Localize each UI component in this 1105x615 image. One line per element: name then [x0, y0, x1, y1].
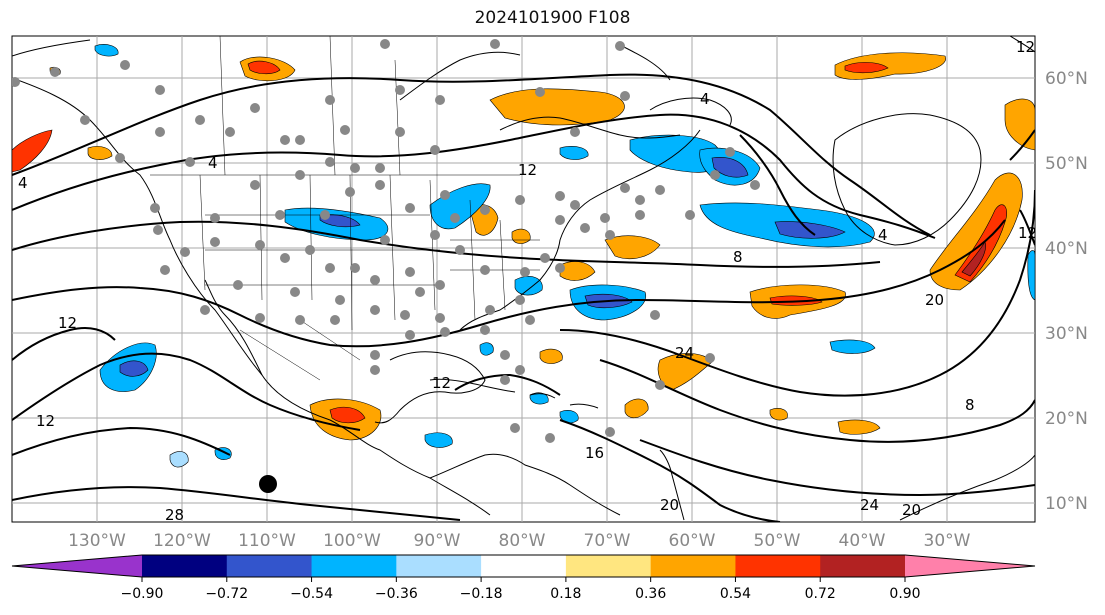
colorbar: −0.90 −0.72 −0.54 −0.36 −0.18 0.18 0.36 0.54 0.7… [11, 554, 1036, 602]
contour-labels: 4 4 4 4 8 8 12 12 12 20 20 24 24 28 16 1… [18, 38, 1037, 524]
colorbar-tick-label: 0.54 [720, 586, 751, 602]
map-title: 2024101900 F108 [474, 8, 631, 28]
svg-text:4: 4 [208, 154, 218, 172]
svg-text:8: 8 [733, 248, 743, 266]
svg-text:60°W: 60°W [669, 531, 716, 551]
colorbar-tick-label: −0.36 [375, 586, 418, 602]
svg-text:12: 12 [432, 374, 451, 392]
svg-text:120°W: 120°W [153, 531, 211, 551]
svg-text:50°W: 50°W [754, 531, 801, 551]
svg-text:20: 20 [925, 291, 944, 309]
svg-text:4: 4 [700, 90, 710, 108]
longitude-labels: 130°W 120°W 110°W 100°W 90°W 80°W 70°W 6… [68, 531, 971, 551]
svg-text:50°N: 50°N [1045, 154, 1088, 174]
svg-text:12: 12 [1018, 224, 1037, 242]
colorbar-tick-label: 0.36 [635, 586, 666, 602]
colorbar-segment [481, 555, 567, 577]
svg-text:20: 20 [660, 496, 679, 514]
svg-text:24: 24 [860, 496, 879, 514]
svg-text:70°W: 70°W [584, 531, 631, 551]
colorbar-segment [142, 555, 228, 577]
svg-text:40°W: 40°W [839, 531, 886, 551]
contour-lines [12, 73, 1035, 522]
svg-text:100°W: 100°W [323, 531, 381, 551]
svg-text:16: 16 [585, 444, 604, 462]
colorbar-segment [650, 555, 736, 577]
colorbar-segment [396, 555, 482, 577]
colorbar-segment [226, 555, 313, 577]
colorbar-under-triangle [12, 555, 142, 577]
colorbar-segment [565, 555, 652, 577]
colorbar-segment [311, 555, 397, 577]
svg-text:10°N: 10°N [1045, 494, 1088, 514]
colorbar-tick-label: 0.72 [805, 586, 836, 602]
black-marker [259, 475, 277, 493]
colorbar-tick-label: −0.72 [205, 586, 248, 602]
svg-text:40°N: 40°N [1045, 239, 1088, 259]
svg-text:20°N: 20°N [1045, 409, 1088, 429]
svg-text:8: 8 [965, 396, 975, 414]
colorbar-tick-label: −0.54 [290, 586, 333, 602]
svg-text:12: 12 [518, 161, 537, 179]
svg-text:24: 24 [675, 344, 694, 362]
svg-text:12: 12 [1016, 38, 1035, 56]
svg-text:90°W: 90°W [414, 531, 461, 551]
svg-text:12: 12 [36, 412, 55, 430]
colorbar-tick-label: 0.90 [889, 586, 920, 602]
latitude-labels: 60°N 50°N 40°N 30°N 20°N 10°N [1045, 69, 1088, 514]
shaded-fields [12, 44, 1035, 468]
station-dots [12, 39, 760, 443]
svg-text:30°W: 30°W [924, 531, 971, 551]
svg-text:4: 4 [878, 226, 888, 244]
colorbar-over-triangle [905, 555, 1035, 577]
svg-text:4: 4 [18, 174, 28, 192]
svg-text:60°N: 60°N [1045, 69, 1088, 89]
svg-text:130°W: 130°W [68, 531, 126, 551]
svg-text:20: 20 [902, 501, 921, 519]
colorbar-tick-label: −0.90 [121, 586, 164, 602]
colorbar-segment [735, 555, 821, 577]
colorbar-tick-label: 0.18 [550, 586, 581, 602]
colorbar-segment [820, 555, 906, 577]
svg-text:30°N: 30°N [1045, 324, 1088, 344]
svg-text:12: 12 [58, 314, 77, 332]
svg-text:80°W: 80°W [499, 531, 546, 551]
svg-text:28: 28 [165, 506, 184, 524]
colorbar-tick-label: −0.18 [460, 586, 503, 602]
svg-text:110°W: 110°W [238, 531, 296, 551]
